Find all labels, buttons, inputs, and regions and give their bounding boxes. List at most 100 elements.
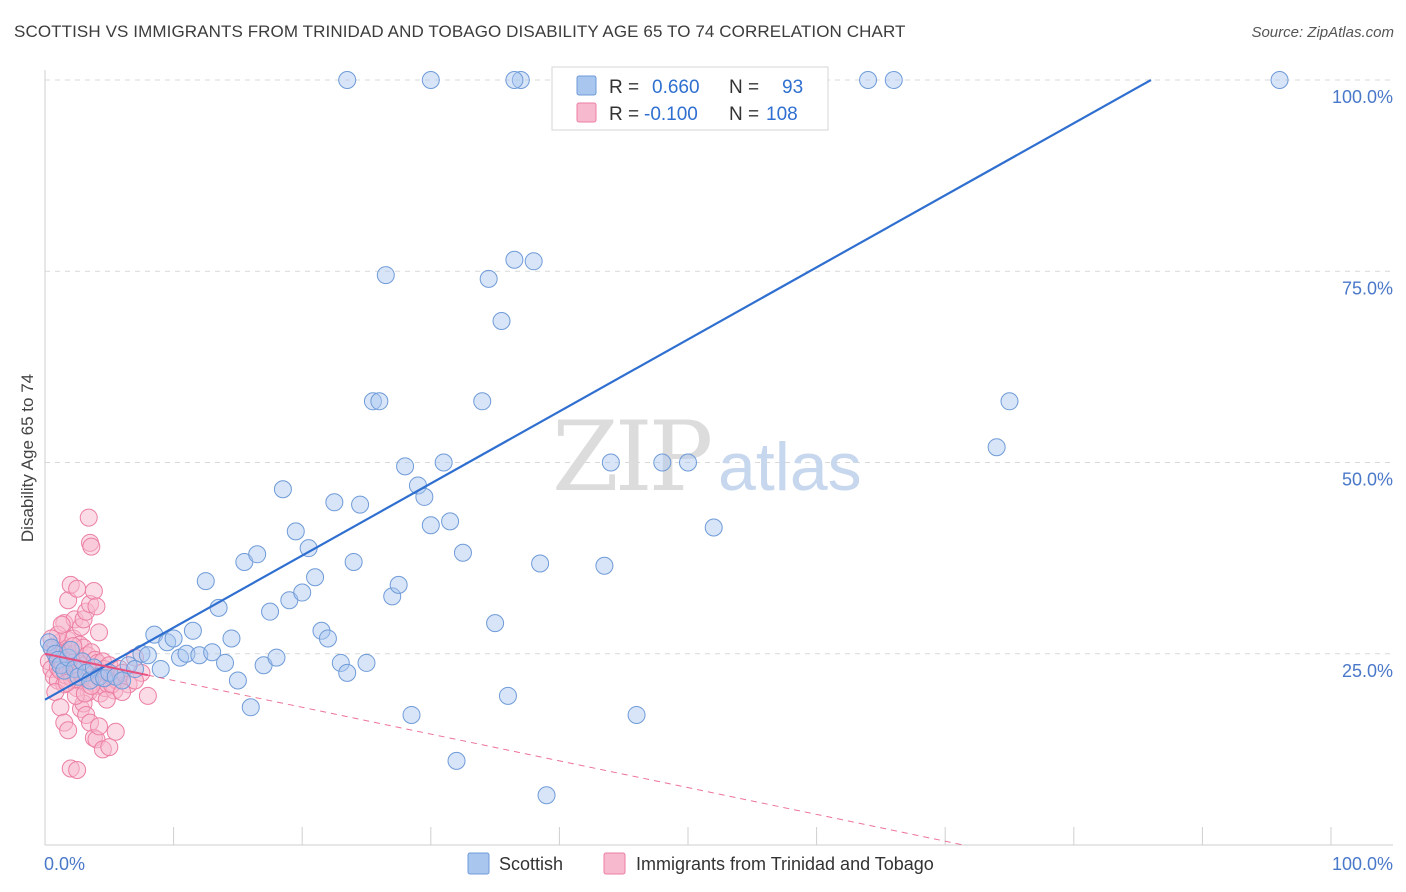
legend-r-label-scottish: R = <box>609 77 639 98</box>
scottish-point <box>531 554 550 573</box>
trend-lines <box>44 79 1152 846</box>
trinidad-point <box>90 623 109 642</box>
scottish-point <box>1000 392 1019 411</box>
bottom-legend: Scottish Immigrants from Trinidad and To… <box>467 852 934 875</box>
trinidad-point <box>68 761 87 780</box>
trinidad-point <box>87 597 106 616</box>
scottish-point <box>859 71 878 89</box>
trinidad-point <box>82 537 101 556</box>
scottish-point <box>505 250 524 269</box>
legend-swatch-trinidad <box>576 102 597 123</box>
scottish-point <box>351 495 370 514</box>
trinidad-trend-line <box>44 652 149 677</box>
legend-swatch-scottish <box>576 75 597 96</box>
scottish-point <box>415 487 434 506</box>
scottish-point <box>113 671 132 690</box>
scottish-point <box>331 653 350 672</box>
scottish-point <box>473 392 492 411</box>
trinidad-point <box>52 615 71 634</box>
trinidad-point <box>51 698 70 717</box>
scottish-point <box>39 633 58 652</box>
scottish-trend-line <box>44 79 1152 701</box>
trinidad-point <box>100 738 119 757</box>
bottom-legend-label-trinidad: Immigrants from Trinidad and Tobago <box>636 854 934 874</box>
chart-title: SCOTTISH VS IMMIGRANTS FROM TRINIDAD AND… <box>14 22 906 41</box>
bottom-legend-swatch-scottish <box>467 852 490 875</box>
trinidad-point <box>90 717 109 736</box>
scottish-point <box>453 543 472 562</box>
watermark-atlas: atlas <box>718 429 862 505</box>
scottish-point <box>164 629 183 648</box>
axes <box>44 70 1393 846</box>
legend-box <box>551 66 829 131</box>
scottish-point <box>421 71 440 89</box>
scottish-point <box>479 269 498 288</box>
scottish-point <box>196 572 215 591</box>
y-tick-label: 100.0% <box>1332 87 1393 107</box>
scottish-point <box>95 669 114 688</box>
trinidad-point <box>106 722 125 741</box>
y-tick-label: 75.0% <box>1342 278 1393 298</box>
y-axis-title: Disability Age 65 to 74 <box>18 374 37 542</box>
trinidad-trend-extension <box>147 674 964 846</box>
scottish-point <box>357 653 376 672</box>
scottish-point <box>447 751 466 770</box>
scottish-point <box>126 660 145 679</box>
scottish-point <box>267 648 286 667</box>
scottish-point <box>318 629 337 648</box>
scottish-point <box>151 660 170 679</box>
legend-n-value-trinidad: 108 <box>766 104 798 125</box>
scottish-point <box>216 653 235 672</box>
scottish-point <box>286 522 305 541</box>
scottish-point <box>248 545 267 564</box>
x-tick-label: 100.0% <box>1332 854 1393 874</box>
scottish-point <box>511 71 530 89</box>
scottish-point <box>376 266 395 285</box>
scottish-point <box>601 453 620 472</box>
trinidad-point <box>138 686 157 705</box>
legend-r-value-scottish: 0.660 <box>652 77 700 98</box>
scottish-point <box>306 568 325 587</box>
watermark-zip: ZIP <box>552 401 711 513</box>
scottish-point <box>396 457 415 476</box>
trinidad-point <box>59 721 78 740</box>
scottish-point <box>370 392 389 411</box>
scottish-point <box>627 705 646 724</box>
scottish-point <box>183 621 202 640</box>
scottish-point <box>344 552 363 571</box>
scottish-point <box>987 438 1006 457</box>
y-tick-labels: 25.0% 50.0% 75.0% 100.0% <box>1332 87 1393 681</box>
scottish-point <box>679 453 697 472</box>
bottom-legend-label-scottish: Scottish <box>499 854 563 874</box>
scottish-point <box>402 705 421 724</box>
legend-r-value-trinidad: -0.100 <box>644 104 698 125</box>
trinidad-point <box>68 579 87 598</box>
legend-n-value-scottish: 93 <box>782 77 803 98</box>
scottish-point <box>1270 71 1289 89</box>
source-label: Source: ZipAtlas.com <box>1251 24 1394 41</box>
scottish-point <box>177 644 196 663</box>
scottish-point <box>312 621 331 640</box>
legend: R = 0.660 N = 93 R = -0.100 N = 108 <box>551 66 829 131</box>
legend-n-label-trinidad: N = <box>729 104 759 125</box>
scottish-point <box>363 392 382 411</box>
x-tick-labels: 0.0% 100.0% <box>44 854 1393 874</box>
scottish-point <box>261 602 280 621</box>
scottish-point <box>537 786 556 805</box>
scottish-point <box>273 480 292 499</box>
scottish-point <box>389 575 408 594</box>
scottish-point <box>524 252 543 271</box>
trinidad-point <box>79 508 98 527</box>
scottish-point <box>383 587 402 606</box>
scottish-point <box>228 671 247 690</box>
scottish-point <box>653 453 672 472</box>
scottish-point <box>498 686 517 705</box>
y-tick-label: 50.0% <box>1342 470 1393 490</box>
x-tick-label: 0.0% <box>44 854 85 874</box>
scottish-point <box>595 556 614 575</box>
scottish-point <box>492 311 511 330</box>
scottish-point <box>222 629 241 648</box>
scottish-point <box>293 583 312 602</box>
scottish-point <box>338 663 357 682</box>
